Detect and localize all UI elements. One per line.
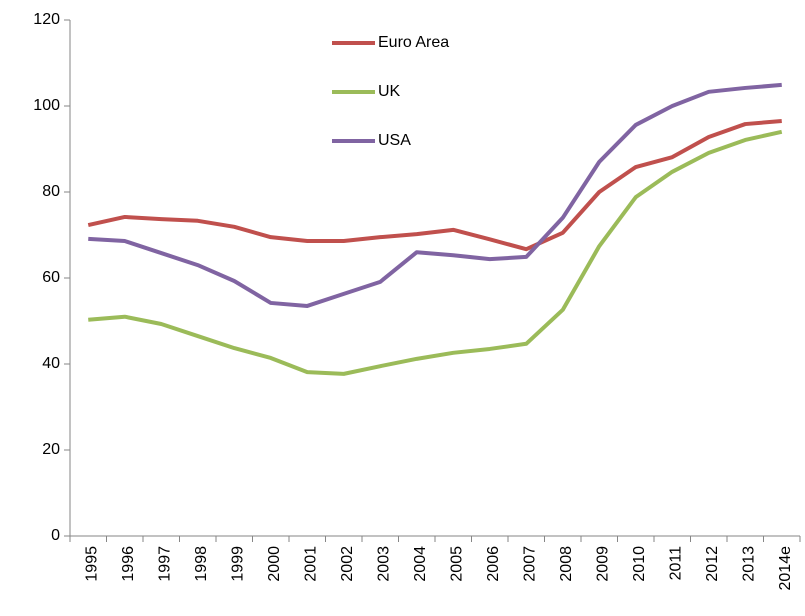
y-tick-label: 100 xyxy=(33,97,60,114)
y-tick-label: 0 xyxy=(51,527,60,544)
x-tick-label: 1997 xyxy=(156,546,173,582)
x-tick-label: 1995 xyxy=(83,546,100,582)
x-tick-label: 2008 xyxy=(558,546,575,582)
line-series xyxy=(88,82,782,308)
x-tick-label: 2007 xyxy=(521,546,538,582)
y-tick-label: 40 xyxy=(42,355,60,372)
y-tick-label: 60 xyxy=(42,269,60,286)
x-tick-label: 1996 xyxy=(120,546,137,582)
x-tick-label: 2004 xyxy=(412,546,429,582)
x-tick-label: 2003 xyxy=(375,546,392,582)
x-tick-label: 1998 xyxy=(193,546,210,582)
x-tick-label: 2013 xyxy=(740,546,757,582)
line-series xyxy=(88,129,783,376)
x-tick-label: 2009 xyxy=(594,546,611,582)
x-tick-label: 1999 xyxy=(229,546,246,582)
x-tick-label: 2011 xyxy=(667,546,684,581)
x-tick-label: 2012 xyxy=(704,546,721,582)
y-tick-label: 120 xyxy=(33,11,60,28)
y-tick-label: 80 xyxy=(42,183,60,200)
legend-label: Euro Area xyxy=(378,34,449,51)
line-series xyxy=(87,119,782,252)
x-tick-label: 2010 xyxy=(631,546,648,582)
legend-label: USA xyxy=(378,132,411,149)
x-tick-label: 2000 xyxy=(266,546,283,582)
x-tick-label: 2001 xyxy=(302,546,319,582)
x-tick-label: 2005 xyxy=(448,546,465,582)
x-tick-label: 2002 xyxy=(339,546,356,582)
legend-label: UK xyxy=(378,83,401,100)
y-tick-label: 20 xyxy=(42,441,60,458)
x-tick-label: 2006 xyxy=(485,546,502,582)
x-tick-label: 2014e xyxy=(777,546,794,591)
